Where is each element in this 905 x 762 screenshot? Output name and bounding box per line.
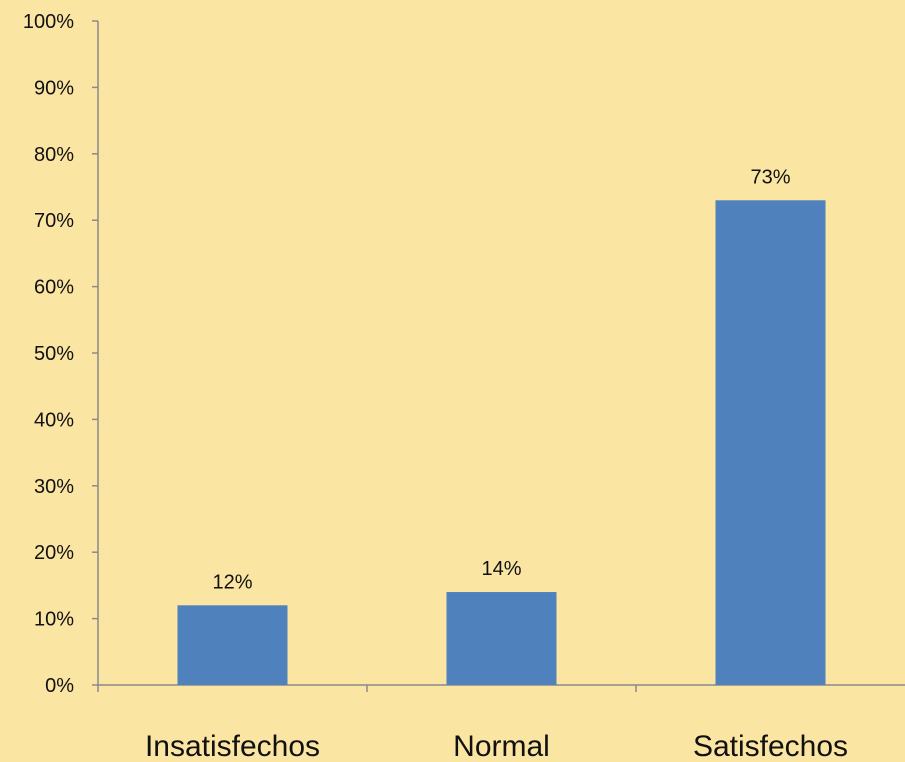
y-axis: 0% 10% 20% 30% 40% 50% 60% 70% 80% 90% 100%	[23, 11, 99, 697]
y-tick-label: 90%	[34, 77, 74, 99]
y-tick-label: 50%	[34, 343, 74, 365]
y-tick-label: 70%	[34, 210, 74, 232]
x-axis: Insatisfechos Normal Satisfechos	[97, 684, 905, 762]
data-labels: 12% 14% 73%	[212, 166, 790, 593]
data-label: 12%	[212, 571, 252, 593]
bar-normal	[446, 592, 557, 685]
data-label: 73%	[750, 166, 790, 188]
y-tick-label: 40%	[34, 409, 74, 431]
bars	[177, 200, 826, 685]
y-tick-label: 10%	[34, 609, 74, 631]
x-category-label: Satisfechos	[693, 730, 848, 762]
bar-satisfechos	[715, 200, 826, 685]
y-tick-label: 20%	[34, 542, 74, 564]
bar-insatisfechos	[177, 605, 288, 685]
data-label: 14%	[481, 558, 521, 580]
y-tick-label: 30%	[34, 476, 74, 498]
x-category-label: Insatisfechos	[145, 730, 320, 762]
x-category-label: Normal	[453, 730, 550, 762]
y-tick-label: 100%	[23, 11, 74, 33]
y-tick-label: 0%	[45, 675, 74, 697]
y-tick-label: 60%	[34, 277, 74, 299]
y-tick-label: 80%	[34, 144, 74, 166]
